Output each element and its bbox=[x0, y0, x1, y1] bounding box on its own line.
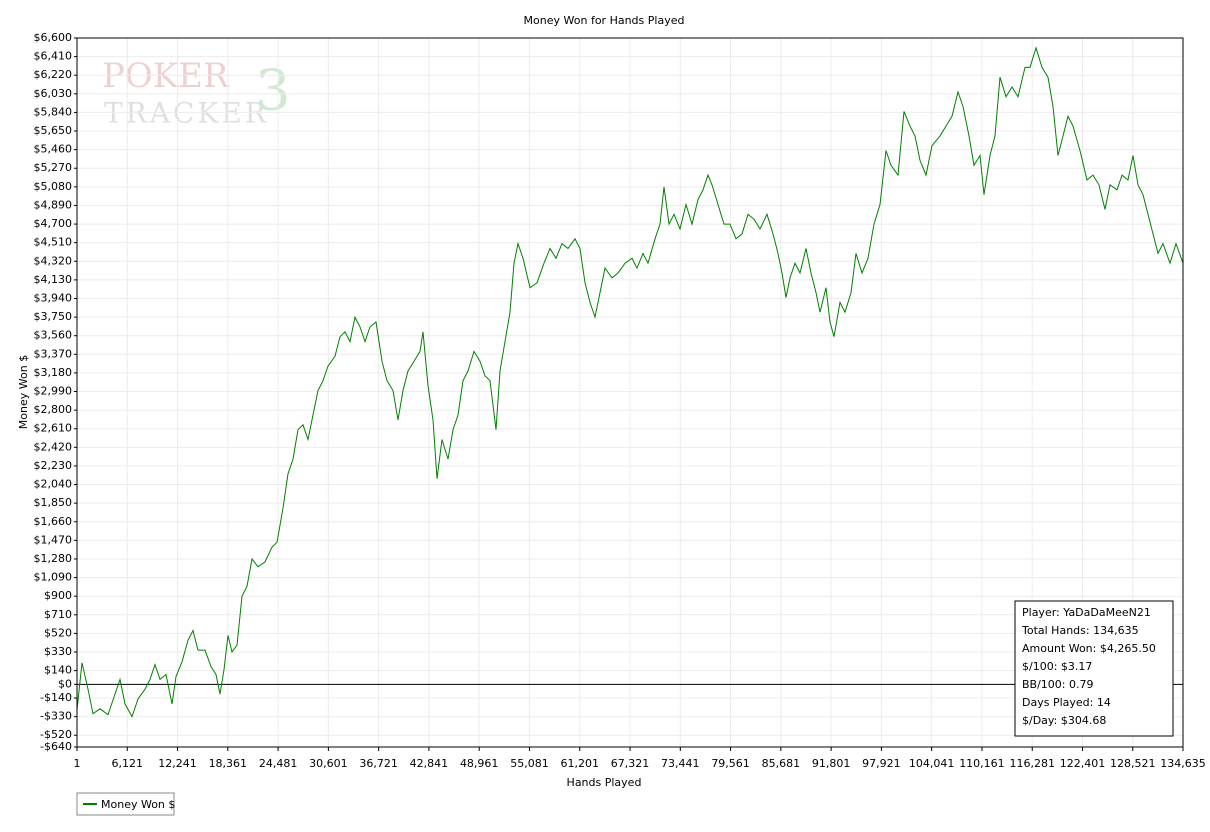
stats-line: Player: YaDaDaMeeN21 bbox=[1022, 606, 1151, 619]
y-tick-label: $1,090 bbox=[34, 571, 73, 584]
plot-frame bbox=[76, 37, 1184, 748]
y-tick-label: $6,030 bbox=[34, 87, 73, 100]
y-tick-label: $5,840 bbox=[34, 105, 73, 118]
y-tick-label: -$640 bbox=[40, 740, 72, 753]
x-tick-label: 97,921 bbox=[862, 757, 901, 770]
x-tick-label: 104,041 bbox=[909, 757, 955, 770]
y-tick-label: $4,700 bbox=[34, 217, 73, 230]
x-tick-label: 73,441 bbox=[661, 757, 700, 770]
y-tick-label: $4,320 bbox=[34, 254, 73, 267]
x-tick-label: 18,361 bbox=[209, 757, 248, 770]
y-tick-label: $3,750 bbox=[34, 310, 73, 323]
logo: POKER TRACKER 3 bbox=[102, 56, 291, 130]
x-tick-label: 91,801 bbox=[812, 757, 851, 770]
logo-line2: TRACKER bbox=[104, 97, 269, 130]
y-tick-label: $3,940 bbox=[34, 291, 73, 304]
x-tick-label: 128,521 bbox=[1110, 757, 1156, 770]
x-tick-label: 24,481 bbox=[259, 757, 298, 770]
plot bbox=[76, 46, 1184, 718]
y-tick-label: $2,610 bbox=[34, 422, 73, 435]
y-tick-label: $2,420 bbox=[34, 440, 73, 453]
stats-line: Days Played: 14 bbox=[1022, 696, 1111, 709]
x-tick-label: 67,321 bbox=[611, 757, 650, 770]
y-tick-label: $3,370 bbox=[34, 347, 73, 360]
logo-line1: POKER bbox=[102, 56, 230, 96]
y-tick-label: $2,990 bbox=[34, 385, 73, 398]
y-tick-label: $0 bbox=[58, 677, 72, 690]
y-tick-label: $2,040 bbox=[34, 478, 73, 491]
y-tick-label: $1,470 bbox=[34, 533, 73, 546]
y-tick-label: $520 bbox=[44, 626, 72, 639]
x-tick-label: 12,241 bbox=[158, 757, 197, 770]
y-tick-label: $900 bbox=[44, 589, 72, 602]
chart-title: Money Won for Hands Played bbox=[524, 14, 685, 27]
y-tick-label: $5,650 bbox=[34, 124, 73, 137]
x-tick-label: 48,961 bbox=[460, 757, 499, 770]
y-tick-label: $330 bbox=[44, 645, 72, 658]
y-tick-label: $5,270 bbox=[34, 161, 73, 174]
y-tick-label: $3,560 bbox=[34, 329, 73, 342]
y-axis-label: Money Won $ bbox=[17, 355, 30, 429]
x-tick-label: 79,561 bbox=[711, 757, 750, 770]
series-line bbox=[76, 46, 1184, 718]
legend-label: Money Won $ bbox=[101, 798, 175, 811]
x-tick-label: 61,201 bbox=[560, 757, 599, 770]
logo-mark: 3 bbox=[255, 59, 291, 124]
x-tick-label: 42,841 bbox=[410, 757, 449, 770]
x-tick-label: 30,601 bbox=[309, 757, 348, 770]
legend: Money Won $ bbox=[76, 792, 175, 816]
y-tick-label: -$140 bbox=[40, 691, 72, 704]
y-tick-label: $4,510 bbox=[34, 236, 73, 249]
y-tick-label: $2,800 bbox=[34, 403, 73, 416]
legend-frame bbox=[76, 792, 175, 816]
x-tick-label: 134,635 bbox=[1160, 757, 1206, 770]
y-tick-label: $3,180 bbox=[34, 366, 73, 379]
y-tick-label: $2,230 bbox=[34, 459, 73, 472]
y-tick-label: $6,220 bbox=[34, 68, 73, 81]
y-tick-label: $710 bbox=[44, 608, 72, 621]
y-tick-label: $5,080 bbox=[34, 180, 73, 193]
y-tick-label: $4,130 bbox=[34, 273, 73, 286]
y-tick-label: -$520 bbox=[40, 728, 72, 741]
stats-frame bbox=[1014, 600, 1174, 737]
stats-line: $/100: $3.17 bbox=[1022, 660, 1092, 673]
x-tick-label: 55,081 bbox=[510, 757, 549, 770]
x-tick-label: 116,281 bbox=[1009, 757, 1055, 770]
x-tick-label: 6,121 bbox=[112, 757, 144, 770]
x-tick-label: 122,401 bbox=[1060, 757, 1106, 770]
stats-line: Total Hands: 134,635 bbox=[1021, 624, 1139, 637]
y-tick-label: $1,850 bbox=[34, 496, 73, 509]
y-tick-label: $140 bbox=[44, 664, 72, 677]
stats-line: BB/100: 0.79 bbox=[1022, 678, 1094, 691]
x-tick-label: 36,721 bbox=[359, 757, 398, 770]
stats-line: $/Day: $304.68 bbox=[1022, 714, 1106, 727]
x-axis-label: Hands Played bbox=[567, 776, 642, 789]
y-tick-label: -$330 bbox=[40, 710, 72, 723]
y-tick-label: $1,660 bbox=[34, 515, 73, 528]
y-tick-label: $1,280 bbox=[34, 552, 73, 565]
stats-box: Player: YaDaDaMeeN21 Total Hands: 134,635… bbox=[1014, 600, 1174, 737]
stats-line: Amount Won: $4,265.50 bbox=[1022, 642, 1156, 655]
x-tick-label: 110,161 bbox=[959, 757, 1005, 770]
x-tick-label: 1 bbox=[74, 757, 81, 770]
x-tick-label: 85,681 bbox=[762, 757, 801, 770]
y-tick-label: $4,890 bbox=[34, 198, 73, 211]
y-tick-label: $6,410 bbox=[34, 50, 73, 63]
y-tick-label: $6,600 bbox=[34, 31, 73, 44]
y-tick-label: $5,460 bbox=[34, 143, 73, 156]
